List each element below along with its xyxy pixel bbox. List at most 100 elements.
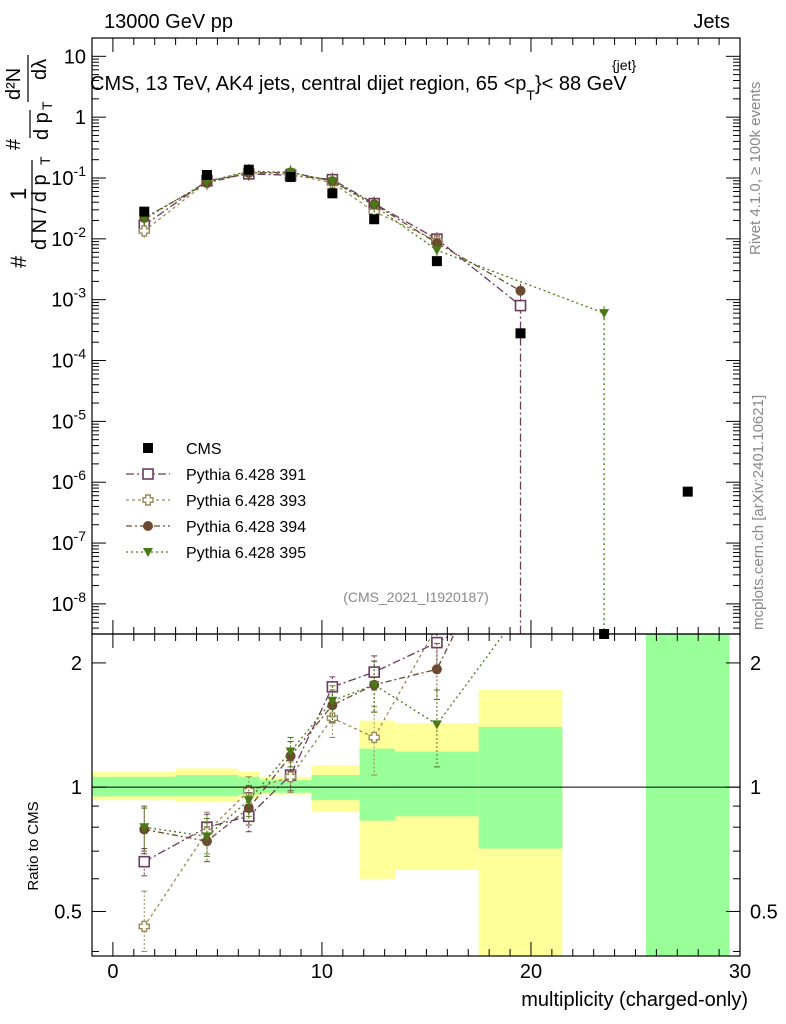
band-green-bin — [175, 775, 239, 797]
ratio-tick-label-right: 1 — [750, 777, 761, 799]
y-tick-label: 10-6 — [51, 467, 86, 494]
legend-label: Pythia 6.428 391 — [186, 467, 306, 484]
cms-data-point — [431, 256, 442, 267]
legend-entry: Pythia 6.428 394 — [126, 519, 306, 536]
ratio-tick-label-left: 0.5 — [54, 901, 82, 923]
marker-filled-triangle — [285, 747, 296, 757]
ratio-series-line — [143, 634, 454, 863]
chart-title: CMS, 13 TeV, AK4 jets, central dijet reg… — [90, 57, 636, 103]
band-green-bin — [478, 726, 563, 849]
chart-title-sup: {jet} — [612, 57, 636, 73]
marker-filled-triangle — [369, 201, 380, 211]
legend-label: Pythia 6.428 395 — [186, 545, 306, 562]
x-tick-label: 0 — [107, 961, 118, 983]
marker-open-square — [514, 299, 527, 312]
ratio-series-line — [144, 634, 505, 838]
y-tick-label: 10-1 — [51, 163, 86, 190]
ratio-series-line — [144, 634, 455, 842]
rivet-version-text: Rivet 4.1.0, ≥ 100k events — [747, 82, 764, 255]
svg-text:d p: d p — [31, 112, 53, 140]
marker-filled-triangle — [139, 215, 150, 225]
marker-filled-circle — [143, 521, 153, 531]
legend-label: CMS — [186, 441, 222, 458]
legend: CMS Pythia 6.428 391 Pythia 6.428 393 Pythi… — [126, 441, 306, 562]
cms-data-point — [285, 171, 296, 182]
svg-text:d²N: d²N — [3, 68, 25, 100]
main-series-line — [143, 170, 605, 314]
svg-text:dλ: dλ — [29, 59, 51, 80]
main-y-axis-label: # 1 d N / d p T # d p T d²N dλ — [3, 55, 55, 268]
svg-text:CMS, 13 TeV, AK4 jets, central: CMS, 13 TeV, AK4 jets, central dijet reg… — [90, 73, 627, 103]
marker-open-cross — [138, 920, 150, 933]
marker-open-cross — [368, 731, 380, 744]
main-series-pythia-6.428-391 — [138, 166, 527, 634]
marker-filled-triangle — [143, 548, 153, 557]
marker-open-cross — [284, 771, 297, 783]
band-green-bin — [92, 776, 176, 797]
ratio-uncertainty-bands — [92, 634, 730, 956]
ratio-plot-frame — [91, 633, 741, 957]
marker-filled-circle — [243, 803, 254, 814]
marker-filled-triangle — [139, 823, 150, 833]
marker-filled-triangle — [327, 177, 338, 187]
analysis-tag: (CMS_2021_I1920187) — [343, 589, 489, 605]
ratio-series-pythia-6.428-395 — [139, 634, 505, 857]
marker-filled-triangle — [369, 680, 380, 690]
marker-open-square — [142, 468, 154, 480]
svg-text:1: 1 — [6, 188, 31, 200]
cms-data-point — [682, 486, 693, 497]
marker-open-square — [368, 666, 380, 678]
legend-entry: CMS — [143, 441, 222, 458]
cms-data-point — [243, 164, 254, 175]
marker-open-square — [138, 855, 151, 868]
cms-data-point — [201, 170, 212, 181]
legend-marker — [143, 443, 153, 453]
ratio-tick-label-left: 1 — [71, 777, 82, 799]
y-tick-label: 1 — [75, 107, 86, 129]
legend-label: Pythia 6.428 393 — [186, 493, 306, 510]
y-tick-label: 10-7 — [51, 528, 86, 555]
marker-open-cross — [138, 225, 150, 237]
marker-filled-triangle — [327, 696, 338, 706]
band-green-bin — [359, 748, 396, 821]
ratio-tick-label-right: 0.5 — [750, 901, 778, 923]
ratio-tick-label-left: 2 — [71, 653, 82, 675]
ratio-series-group — [138, 633, 505, 952]
x-axis-label: multiplicity (charged-only) — [521, 989, 748, 1011]
cms-data-point — [139, 206, 150, 217]
legend-entry: Pythia 6.428 393 — [126, 493, 306, 510]
x-tick-label: 10 — [311, 961, 333, 983]
marker-filled-triangle — [431, 246, 442, 256]
ratio-tick-label-right: 2 — [750, 653, 761, 675]
cms-data-point — [327, 188, 338, 199]
band-green-bin — [395, 751, 479, 817]
svg-text:#: # — [3, 138, 25, 150]
marker-filled-triangle — [201, 832, 212, 842]
y-tick-label: 10-2 — [51, 224, 86, 251]
marker-open-square — [431, 636, 443, 649]
y-tick-label: 10-3 — [51, 285, 86, 312]
cms-data-point — [515, 328, 526, 339]
legend-label: Pythia 6.428 394 — [186, 519, 306, 536]
y-tick-label: 10-8 — [51, 589, 86, 616]
cms-data-point — [369, 214, 380, 225]
main-series-pythia-6.428-395 — [139, 164, 610, 634]
svg-text:T: T — [39, 101, 55, 110]
mcplots-reference-text: mcplots.cern.ch [arXiv:2401.10621] — [750, 395, 767, 630]
header-jets: Jets — [693, 11, 730, 33]
band-green-bin — [259, 780, 312, 793]
svg-text:#: # — [6, 255, 31, 268]
band-green-bin — [645, 634, 730, 956]
legend-entry: Pythia 6.428 391 — [126, 467, 306, 484]
main-series-line — [143, 171, 521, 292]
legend-entry: Pythia 6.428 395 — [126, 545, 306, 562]
marker-filled-circle — [515, 285, 526, 296]
chart-title-tail: < 88 GeV — [542, 73, 628, 95]
y-tick-label: 10-5 — [51, 406, 86, 433]
x-tick-label: 30 — [729, 961, 751, 983]
y-tick-label: 10 — [64, 46, 86, 68]
main-series-group — [138, 164, 693, 639]
marker-filled-triangle — [431, 720, 442, 730]
